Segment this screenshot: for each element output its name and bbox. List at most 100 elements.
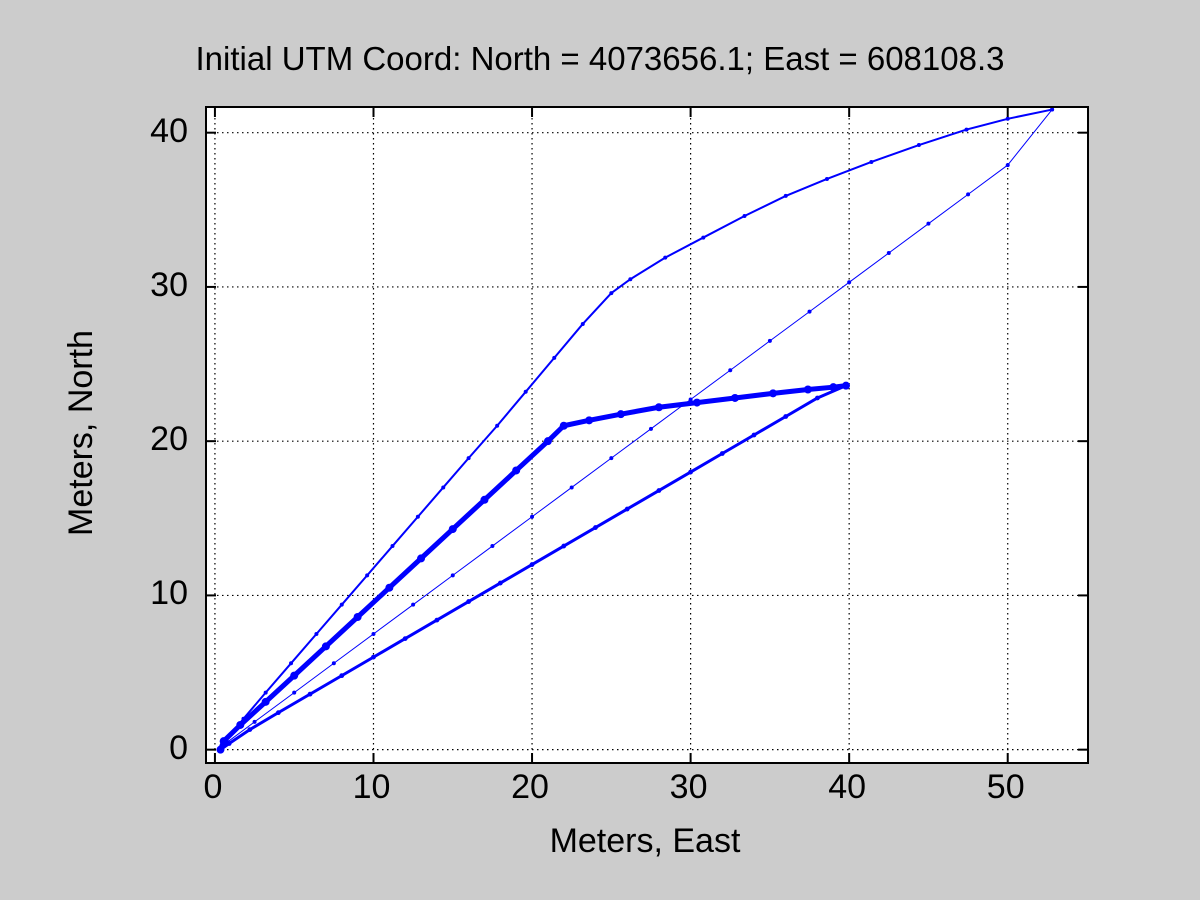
data-point-marker xyxy=(731,393,739,402)
data-point-marker xyxy=(769,389,778,398)
data-point-marker xyxy=(843,383,849,389)
data-point-marker xyxy=(417,554,426,563)
data-point-marker xyxy=(314,631,319,636)
x-tick-label: 30 xyxy=(669,768,708,806)
data-point-marker xyxy=(415,514,420,519)
x-tick-label: 0 xyxy=(203,768,223,806)
data-point-marker xyxy=(609,291,614,296)
data-point-marker xyxy=(495,423,500,428)
data-point-marker xyxy=(402,636,408,642)
data-point-marker xyxy=(365,573,370,578)
data-point-marker xyxy=(580,321,585,326)
data-point-marker xyxy=(585,416,594,425)
data-point-marker xyxy=(371,654,376,660)
data-point-marker xyxy=(964,127,969,132)
data-point-marker xyxy=(728,368,733,373)
data-point-marker xyxy=(1050,108,1055,112)
data-point-marker xyxy=(886,250,891,255)
axis-ticks xyxy=(207,108,1087,762)
data-point-marker xyxy=(569,485,574,490)
data-point-marker xyxy=(275,710,281,716)
data-point-marker xyxy=(339,602,344,607)
data-point-marker xyxy=(385,583,394,592)
series-line xyxy=(219,108,1054,751)
data-point-marker xyxy=(966,192,971,197)
data-point-marker xyxy=(616,410,625,419)
data-point-marker xyxy=(654,403,663,412)
y-tick-label: 10 xyxy=(150,574,188,613)
x-tick-label: 10 xyxy=(352,768,391,806)
x-axis-tick-labels: 0 10 20 30 40 50 xyxy=(203,768,1085,818)
data-point-marker xyxy=(497,580,503,586)
data-point-marker xyxy=(847,280,852,285)
data-point-marker xyxy=(371,631,376,636)
data-point-marker xyxy=(751,432,757,438)
data-point-marker xyxy=(466,599,472,604)
data-point-marker xyxy=(916,143,921,148)
series-line xyxy=(218,384,848,752)
y-tick-label: 0 xyxy=(169,728,188,767)
data-point-marker xyxy=(247,727,253,733)
series-line xyxy=(217,383,849,753)
data-point-marker xyxy=(411,602,416,607)
data-point-marker xyxy=(624,506,630,512)
data-point-marker xyxy=(656,488,662,493)
x-axis-label: Meters, East xyxy=(549,822,741,860)
data-point-marker xyxy=(441,485,446,490)
data-point-marker xyxy=(321,642,330,651)
y-axis-tick-labels: 0 10 20 30 40 xyxy=(100,106,188,765)
gridlines xyxy=(207,108,1087,762)
data-point-marker xyxy=(742,213,747,218)
data-point-marker xyxy=(701,235,706,240)
x-tick-label: 50 xyxy=(986,768,1025,806)
page-title: Initial UTM Coord: North = 4073656.1; Ea… xyxy=(195,40,1005,77)
data-point-marker xyxy=(593,525,598,530)
data-point-marker xyxy=(480,495,489,504)
data-point-marker xyxy=(289,661,294,666)
data-point-marker xyxy=(783,414,789,419)
data-point-marker xyxy=(648,426,653,431)
data-point-marker xyxy=(815,395,820,401)
data-series-group xyxy=(216,108,1055,754)
data-point-marker xyxy=(241,716,246,721)
data-point-marker xyxy=(339,673,345,679)
data-point-marker xyxy=(353,613,362,622)
data-point-marker xyxy=(252,719,257,724)
data-point-marker xyxy=(218,747,223,753)
series-line xyxy=(219,109,1053,751)
data-point-marker xyxy=(290,671,299,680)
y-tick-label: 40 xyxy=(150,111,188,150)
data-point-marker xyxy=(543,437,552,446)
data-point-marker xyxy=(552,355,557,360)
data-point-marker xyxy=(1005,163,1010,168)
plot-axes xyxy=(205,106,1089,764)
data-point-marker xyxy=(767,338,772,343)
data-point-marker xyxy=(692,398,701,407)
data-point-marker xyxy=(331,661,336,666)
x-tick-label: 40 xyxy=(828,768,867,806)
data-point-marker xyxy=(261,697,270,706)
data-point-marker xyxy=(226,741,232,746)
data-point-marker xyxy=(663,255,668,260)
data-point-marker xyxy=(824,176,829,181)
data-point-marker xyxy=(869,159,874,164)
data-point-marker xyxy=(523,389,528,394)
data-point-marker xyxy=(783,193,788,198)
data-point-marker xyxy=(1005,116,1010,121)
data-point-marker xyxy=(292,690,297,695)
data-point-marker xyxy=(926,221,931,226)
data-point-marker xyxy=(490,544,495,549)
data-point-marker xyxy=(719,451,725,456)
data-point-marker xyxy=(688,469,694,475)
y-axis-label: Meters, North xyxy=(62,330,100,536)
data-point-marker xyxy=(307,691,313,697)
data-point-marker xyxy=(609,456,614,461)
data-point-marker xyxy=(807,309,812,314)
data-point-marker xyxy=(450,573,455,578)
data-point-marker xyxy=(263,690,268,695)
data-point-marker xyxy=(628,277,633,282)
x-tick-label: 20 xyxy=(511,768,549,806)
data-point-marker xyxy=(688,397,693,402)
data-point-marker xyxy=(530,514,535,519)
